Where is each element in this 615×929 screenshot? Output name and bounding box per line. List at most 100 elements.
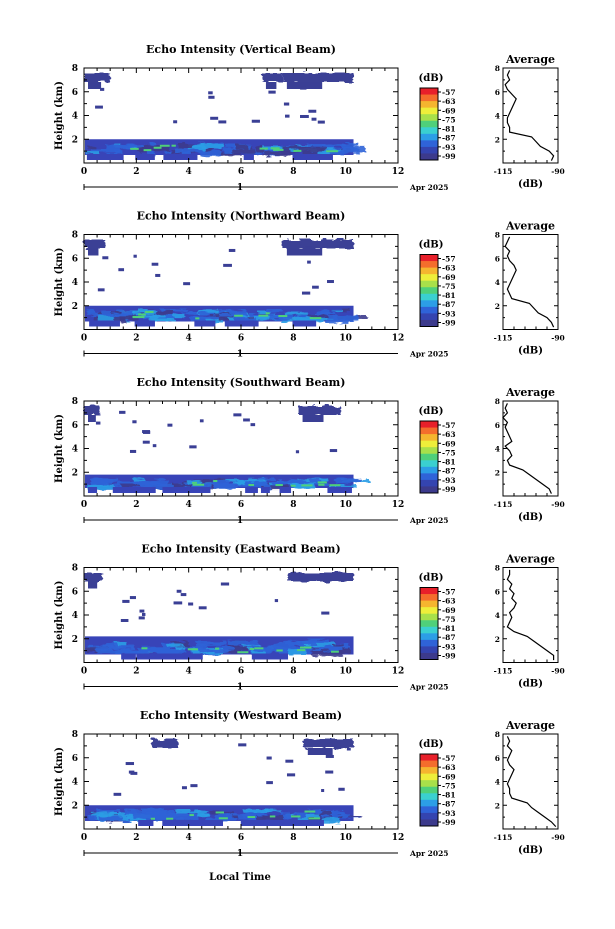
echo-cell [158, 653, 179, 660]
x-tick-label: 4 [186, 833, 192, 843]
colorbar-band [420, 600, 438, 608]
echo-cell [280, 811, 290, 814]
upper-echo [288, 572, 354, 582]
echo-cell [150, 817, 155, 820]
y-tick-label: 8 [72, 564, 78, 574]
echo-cell [332, 643, 344, 648]
colorbar-tick-label: -93 [442, 476, 456, 485]
colorbar-tick-label: -99 [442, 319, 456, 328]
colorbar-band [420, 107, 438, 115]
echo-cell [162, 820, 189, 826]
echo-speck [142, 430, 151, 434]
echo-cell [217, 650, 242, 654]
echo-cell [108, 813, 121, 817]
colorbar-band [420, 633, 438, 641]
average-x-label: (dB) [518, 346, 543, 357]
echo-cell [105, 646, 134, 650]
average-y-tick-label: 2 [495, 302, 500, 311]
echo-cell [175, 809, 202, 813]
average-x-tick-label: -115 [494, 167, 513, 176]
y-tick-label: 6 [72, 254, 78, 264]
echo-cell [299, 646, 312, 649]
average-frame [502, 733, 559, 830]
echo-cell [113, 315, 138, 321]
date-label: Apr 2025 [409, 183, 449, 192]
echo-speck [266, 781, 273, 785]
panel-4: Echo Intensity (Eastward Beam)0 2 4 6 8 10 122… [54, 543, 565, 693]
echo-speck [139, 609, 145, 613]
echo-speck [338, 787, 345, 791]
echo-cell [137, 479, 169, 486]
colorbar-units: (dB) [419, 573, 444, 584]
echo-speck [329, 449, 338, 453]
echo-cell [342, 309, 351, 313]
colorbar-band [420, 293, 438, 301]
colorbar-band [420, 254, 438, 262]
echo-cell [266, 309, 283, 312]
x-tick-label: 12 [392, 167, 405, 177]
colorbar-tick-label: -93 [442, 143, 456, 152]
x-tick-label: 10 [339, 500, 352, 510]
echo-cell [321, 817, 340, 824]
average-title: Average [505, 553, 555, 566]
date-label: Apr 2025 [409, 683, 449, 692]
echo-speck [233, 413, 242, 417]
echo-cell [288, 648, 306, 655]
x-tick-label: 12 [392, 667, 405, 677]
echo-cell [297, 814, 310, 818]
average-title: Average [505, 386, 555, 399]
echo-cell [329, 484, 341, 487]
echo-cell [194, 320, 209, 327]
echo-cell [247, 816, 256, 819]
echo-cell [273, 643, 296, 649]
echo-cell [237, 651, 249, 654]
echo-cell [91, 149, 121, 152]
echo-cell [197, 810, 210, 816]
upper-echo [307, 748, 333, 755]
echo-cell [136, 653, 161, 660]
echo-cell [201, 143, 225, 148]
average-y-tick-label: 4 [495, 778, 500, 787]
colorbar-band [420, 280, 438, 288]
heatmap-area [85, 739, 362, 826]
echo-cell [298, 820, 320, 826]
echo-cell [153, 146, 162, 149]
echo-speck [118, 268, 125, 272]
echo-cell [194, 479, 213, 483]
colorbar-band [420, 760, 438, 768]
echo-cell [240, 820, 266, 826]
echo-speck [91, 584, 97, 588]
echo-cell [251, 649, 266, 656]
echo-cell [251, 653, 277, 660]
average-y-tick-label: 2 [495, 135, 500, 144]
echo-cell [245, 481, 268, 487]
average-frame [502, 67, 559, 164]
colorbar-frame [419, 753, 439, 827]
echo-cell [242, 644, 261, 647]
colorbar-band [420, 434, 438, 442]
colorbar-tick-label: -57 [442, 754, 456, 763]
echo-speck [218, 120, 227, 124]
echo-cell [269, 815, 276, 818]
colorbar-frame [419, 587, 439, 660]
x-tick-label: 4 [186, 167, 192, 177]
x-tick-label: 8 [290, 667, 296, 677]
echo-cell [336, 480, 352, 484]
echo-cell [229, 310, 247, 316]
echo-cell [338, 643, 350, 648]
echo-cell [270, 147, 280, 150]
echo-cell [288, 642, 304, 647]
echo-cell [159, 144, 170, 147]
upper-echo [298, 406, 341, 415]
echo-cell [319, 312, 336, 315]
echo-speck [119, 410, 126, 414]
echo-cell [234, 314, 243, 317]
x-tick-label: 0 [81, 500, 87, 510]
echo-cell [135, 649, 166, 653]
colorbar-band [420, 594, 438, 602]
echo-speck [311, 117, 317, 121]
colorbar-band [420, 646, 438, 654]
x-tick-label: 4 [186, 500, 192, 510]
x-tick-label: 2 [133, 833, 139, 843]
